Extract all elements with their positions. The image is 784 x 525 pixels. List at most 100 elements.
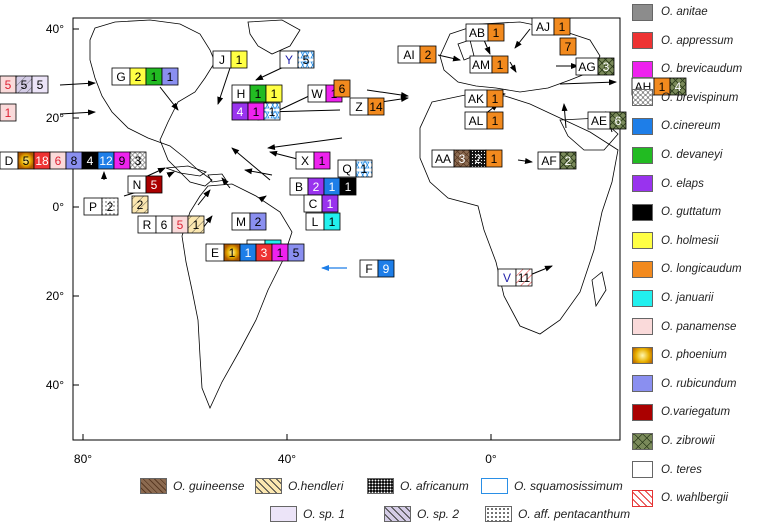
legend-label: O. appressum xyxy=(661,34,734,47)
legend-swatch xyxy=(632,318,653,336)
legend-label: O.variegatum xyxy=(661,406,731,419)
legend-label: O. guineense xyxy=(173,479,245,493)
legend-swatch xyxy=(632,346,653,364)
site-code-label: F xyxy=(365,262,372,276)
unlabeled-site-box: 2 xyxy=(131,195,149,214)
legend-swatch xyxy=(632,403,653,421)
species-count-value: 14 xyxy=(369,100,383,114)
site-code-label: Q xyxy=(342,162,351,176)
site-code-label: X xyxy=(301,154,309,168)
pointer-arrow xyxy=(258,195,267,203)
species-count-cell xyxy=(367,97,385,116)
species-count-value: 1 xyxy=(497,58,504,72)
legend-swatch xyxy=(632,375,653,393)
species-count-value: 4 xyxy=(87,154,94,168)
legend-swatch xyxy=(632,32,653,50)
species-count-cell xyxy=(486,111,504,130)
site-code-label: AM xyxy=(472,58,490,72)
species-count-cell xyxy=(339,177,357,196)
species-count-value: 9 xyxy=(383,262,390,276)
site-code-label: AB xyxy=(469,26,485,40)
species-count-value: 2 xyxy=(255,215,262,229)
site-box-v: V 11 xyxy=(497,268,533,287)
legend-label: O. sp. 1 xyxy=(303,507,346,521)
species-count-cell xyxy=(297,50,315,69)
unlabeled-site-box: 1 xyxy=(0,103,17,122)
legend-label: O. squamosissimum xyxy=(514,479,623,493)
species-count-cell xyxy=(265,84,283,103)
species-count-cell xyxy=(145,175,163,194)
site-box-al: AL 1 xyxy=(464,111,504,130)
species-count-cell xyxy=(249,212,267,231)
species-count-value: 2 xyxy=(137,198,144,212)
site-box-d: D 5 18 6 8 4 12 9 3 xyxy=(0,151,147,170)
site-code-label: AG xyxy=(578,60,595,74)
unlabeled-site-box: 6 xyxy=(333,79,351,98)
legend-swatch xyxy=(367,478,394,494)
bottom-legend-item: O. guineense xyxy=(140,478,244,494)
site-code-label: V xyxy=(503,271,511,285)
pointer-arrow xyxy=(59,80,96,87)
species-count-value: 1 xyxy=(659,80,666,94)
site-code-label: AE xyxy=(591,114,607,128)
bottom-legend-item: O. aff. pentacanthum xyxy=(485,506,630,522)
legend-label: O. aff. pentacanthum xyxy=(518,507,631,521)
bottom-legend-item: O. sp. 1 xyxy=(270,506,345,522)
species-count-value: 5 xyxy=(151,178,158,192)
species-count-value: 1 xyxy=(277,246,284,260)
y-tick-label: 40° xyxy=(46,22,64,36)
legend-label: O. guttatum xyxy=(661,206,722,219)
y-tick-label: 20° xyxy=(46,289,64,303)
legend-label: O. rubicundum xyxy=(661,377,737,390)
site-box-ag: AG 3 xyxy=(575,57,615,76)
pointer-arrow xyxy=(221,177,231,189)
species-count-cell xyxy=(187,215,205,234)
legend-swatch xyxy=(632,232,653,250)
legend-label: O. phoenium xyxy=(661,349,727,362)
axis-ticks: 40° 20° 0° 20° 40° 80° 40° 0° xyxy=(46,22,497,466)
legend-item: O.cinereum xyxy=(632,116,720,136)
legend-item: O. brevispinum xyxy=(632,88,738,108)
species-count-value: 1 xyxy=(492,114,499,128)
site-code-label: C xyxy=(309,197,318,211)
legend-label: O. zibrowii xyxy=(661,435,715,447)
legend-item: O. panamense xyxy=(632,317,736,337)
pointer-arrow xyxy=(197,189,211,206)
species-count-cell xyxy=(487,23,505,42)
legend-item: O. zibrowii xyxy=(632,431,715,451)
site-code-label: AF xyxy=(541,154,556,168)
pointer-arrow xyxy=(59,109,96,116)
species-count-cell xyxy=(131,195,149,214)
legend-swatch xyxy=(632,89,653,107)
species-count-value: 5 xyxy=(23,154,30,168)
legend-item: O. holmesii xyxy=(632,231,719,251)
pointer-arrow xyxy=(559,79,617,86)
legend-label: O. brevicaudum xyxy=(661,63,743,76)
species-count-value: 1 xyxy=(319,154,326,168)
pointer-arrow xyxy=(217,67,231,105)
species-count-value: 6 xyxy=(161,218,168,232)
species-count-value: 1 xyxy=(245,246,252,260)
species-count-value: 2 xyxy=(135,70,142,84)
site-box-ai: AI 2 xyxy=(397,45,437,64)
species-count-cell xyxy=(377,259,395,278)
legend-item: O. devaneyi xyxy=(632,145,722,165)
y-tick-label: 0° xyxy=(53,200,65,214)
site-box-af: AF 2 xyxy=(537,151,577,170)
site-code-label: Y xyxy=(285,53,293,67)
species-count-value: 4 xyxy=(237,105,244,119)
legend-label: O.cinereum xyxy=(661,120,721,133)
species-count-cell xyxy=(321,194,339,213)
site-code-label: L xyxy=(312,215,319,229)
north-america-coast xyxy=(89,19,216,187)
species-count-value: 1 xyxy=(491,152,498,166)
legend-label: O. longicaudum xyxy=(661,263,742,276)
species-count-value: 1 xyxy=(193,218,200,232)
species-count-value: 1 xyxy=(493,26,500,40)
site-code-label: AK xyxy=(468,92,484,106)
